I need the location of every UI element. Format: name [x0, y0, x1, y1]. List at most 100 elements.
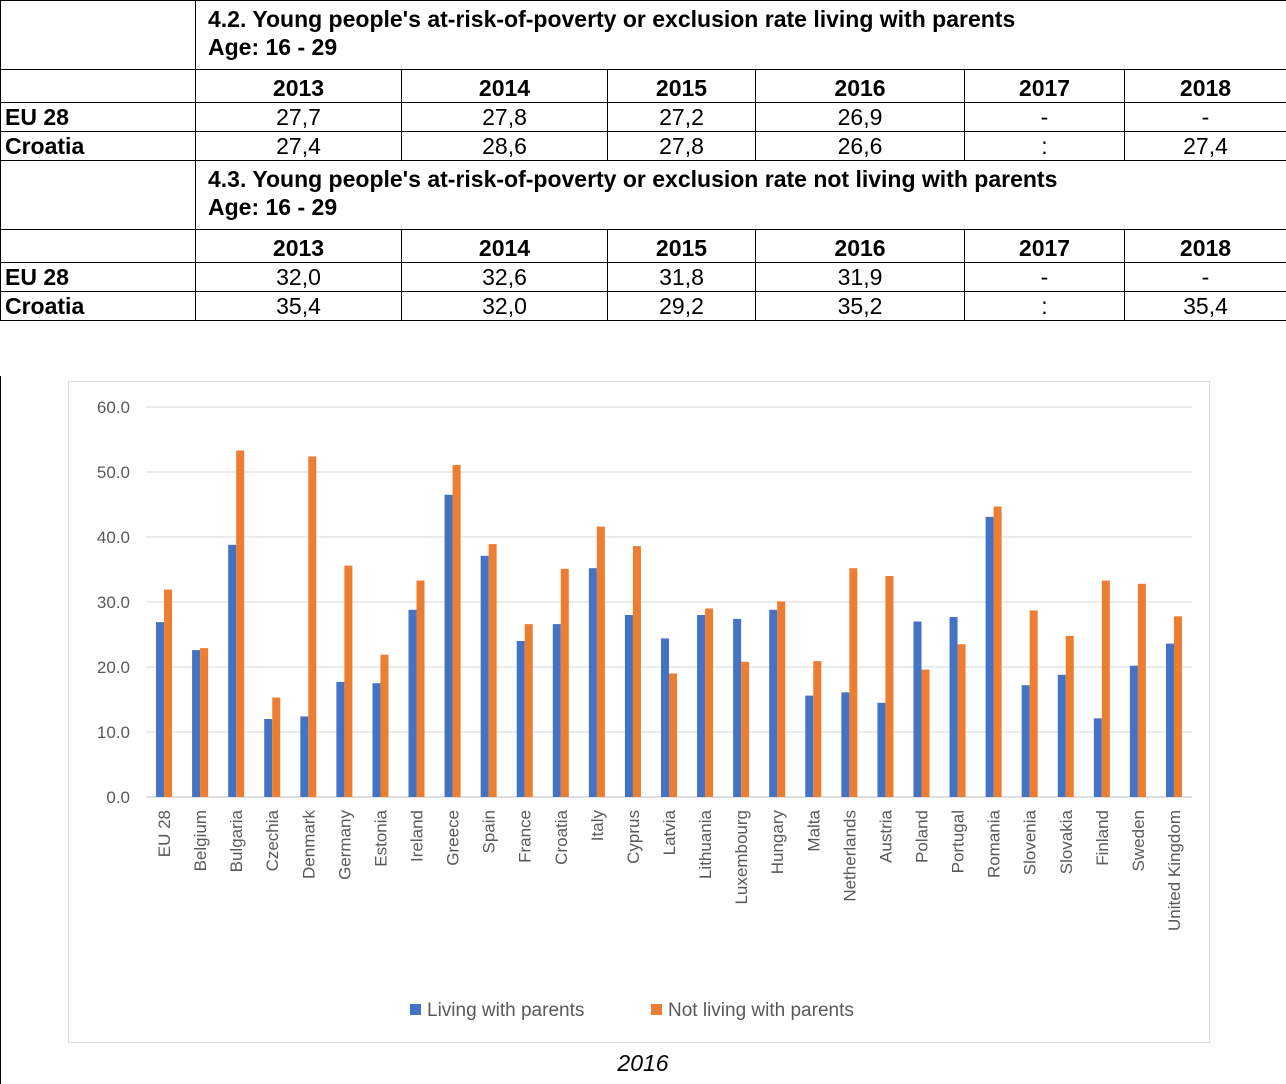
- year-header: 2014: [401, 229, 608, 263]
- year-header: 2014: [401, 69, 608, 103]
- table-row: EU 28 27,7 27,8 27,2 26,9 - -: [0, 102, 1286, 132]
- year-header: 2013: [195, 69, 402, 103]
- bar-living: [877, 702, 886, 797]
- table-subtitle-line: Age: 16 - 29: [208, 194, 338, 220]
- country-label: EU 28: [0, 262, 196, 292]
- bar-not-living: [957, 644, 966, 797]
- bar-not-living: [416, 580, 425, 797]
- bar-living: [336, 681, 345, 797]
- table-subtitle-line: Age: 16 - 29: [208, 34, 338, 60]
- table-cell: -: [1123, 102, 1286, 132]
- statistics-table: 4.2. Young people's at-risk-of-poverty o…: [0, 0, 1286, 321]
- bar-not-living: [344, 565, 353, 797]
- bar-not-living: [1101, 580, 1110, 797]
- category-label: Netherlands: [840, 810, 859, 902]
- bar-living: [588, 568, 597, 797]
- bar-living: [1021, 685, 1030, 797]
- table-cell: 32,0: [195, 262, 402, 292]
- bar-living: [300, 716, 309, 797]
- table-cell: 31,9: [755, 262, 965, 292]
- bar-living: [408, 609, 417, 797]
- table-cell: 32,0: [401, 291, 608, 321]
- category-label: United Kingdom: [1165, 810, 1184, 931]
- bar-living: [192, 650, 201, 797]
- category-label: France: [516, 810, 535, 863]
- category-label: Denmark: [299, 810, 318, 879]
- chart-caption: 2016: [617, 1050, 669, 1076]
- table-4-3-title-row: 4.3. Young people's at-risk-of-poverty o…: [0, 160, 1286, 230]
- table-row: Croatia 27,4 28,6 27,8 26,6 : 27,4: [0, 131, 1286, 161]
- bar-not-living: [921, 669, 930, 797]
- legend-label: Living with parents: [427, 1000, 584, 1021]
- bar-living: [769, 609, 778, 797]
- category-label: Germany: [335, 810, 354, 880]
- category-label: Hungary: [768, 810, 787, 875]
- bar-living: [985, 516, 994, 797]
- y-tick-label: 20.0: [97, 658, 130, 677]
- category-label: Belgium: [191, 810, 210, 871]
- bar-living: [444, 494, 453, 797]
- year-header: 2018: [1123, 69, 1286, 103]
- bar-living: [156, 622, 165, 797]
- bar-not-living: [452, 464, 461, 797]
- bar-living: [949, 616, 958, 797]
- category-label: Bulgaria: [227, 809, 246, 872]
- y-tick-label: 40.0: [97, 528, 130, 547]
- category-label: Spain: [480, 810, 499, 853]
- bar-not-living: [993, 506, 1002, 797]
- bar-living: [1057, 674, 1066, 797]
- bar-living: [733, 618, 742, 797]
- y-tick-label: 0.0: [106, 788, 130, 807]
- bar-living: [1129, 665, 1138, 797]
- table-row: Croatia 35,4 32,0 29,2 35,2 : 35,4: [0, 291, 1286, 321]
- category-label: Greece: [444, 810, 463, 866]
- bar-not-living: [632, 546, 641, 797]
- bar-living: [264, 719, 273, 797]
- category-label: Poland: [912, 810, 931, 863]
- category-label: Ireland: [408, 810, 427, 862]
- category-label: Croatia: [552, 809, 571, 864]
- table-cell: 27,4: [195, 131, 402, 161]
- bar-not-living: [813, 661, 822, 797]
- bar-not-living: [236, 450, 245, 797]
- bar-not-living: [885, 576, 894, 797]
- bar-not-living: [1137, 583, 1146, 797]
- year-header: 2016: [755, 69, 965, 103]
- bar-not-living: [272, 697, 281, 797]
- category-label: Czechia: [263, 809, 282, 871]
- table-cell: 35,4: [195, 291, 402, 321]
- bar-not-living: [741, 661, 750, 797]
- bar-living: [841, 692, 850, 797]
- bar-not-living: [488, 544, 497, 797]
- country-label: Croatia: [0, 291, 196, 321]
- bar-not-living: [705, 608, 714, 797]
- table-cell: 26,9: [755, 102, 965, 132]
- bar-not-living: [380, 654, 389, 797]
- table-cell: 35,4: [1123, 291, 1286, 321]
- legend-swatch: [651, 1004, 662, 1015]
- bar-not-living: [777, 601, 786, 797]
- category-label: Italy: [588, 810, 607, 842]
- bar-not-living: [1173, 616, 1182, 797]
- empty-cell: [0, 0, 196, 70]
- category-label: Slovenia: [1021, 809, 1040, 875]
- table-cell: 29,2: [607, 291, 756, 321]
- bar-living: [372, 683, 381, 797]
- table-title-line: 4.3. Young people's at-risk-of-poverty o…: [208, 166, 1058, 192]
- y-tick-label: 60.0: [97, 398, 130, 417]
- table-4-3-title: 4.3. Young people's at-risk-of-poverty o…: [194, 160, 1286, 230]
- bar-not-living: [1029, 610, 1038, 797]
- category-label: Finland: [1093, 810, 1112, 866]
- table-title-line: 4.2. Young people's at-risk-of-poverty o…: [208, 6, 1016, 32]
- table-4-2-year-row: 2013 2014 2015 2016 2017 2018: [0, 69, 1286, 103]
- bar-chart: 60.0 50.0 40.0 30.0 20.0 10.0 0.0 EU 28 Belgium B…: [97, 398, 1192, 1021]
- legend-swatch: [410, 1004, 421, 1015]
- bar-not-living: [308, 456, 317, 797]
- country-label: EU 28: [0, 102, 196, 132]
- category-label: Sweden: [1129, 810, 1148, 871]
- year-header: 2017: [964, 69, 1125, 103]
- bar-not-living: [164, 589, 173, 797]
- category-label: Malta: [804, 809, 823, 851]
- bar-not-living: [596, 526, 605, 797]
- bar-living: [480, 555, 489, 797]
